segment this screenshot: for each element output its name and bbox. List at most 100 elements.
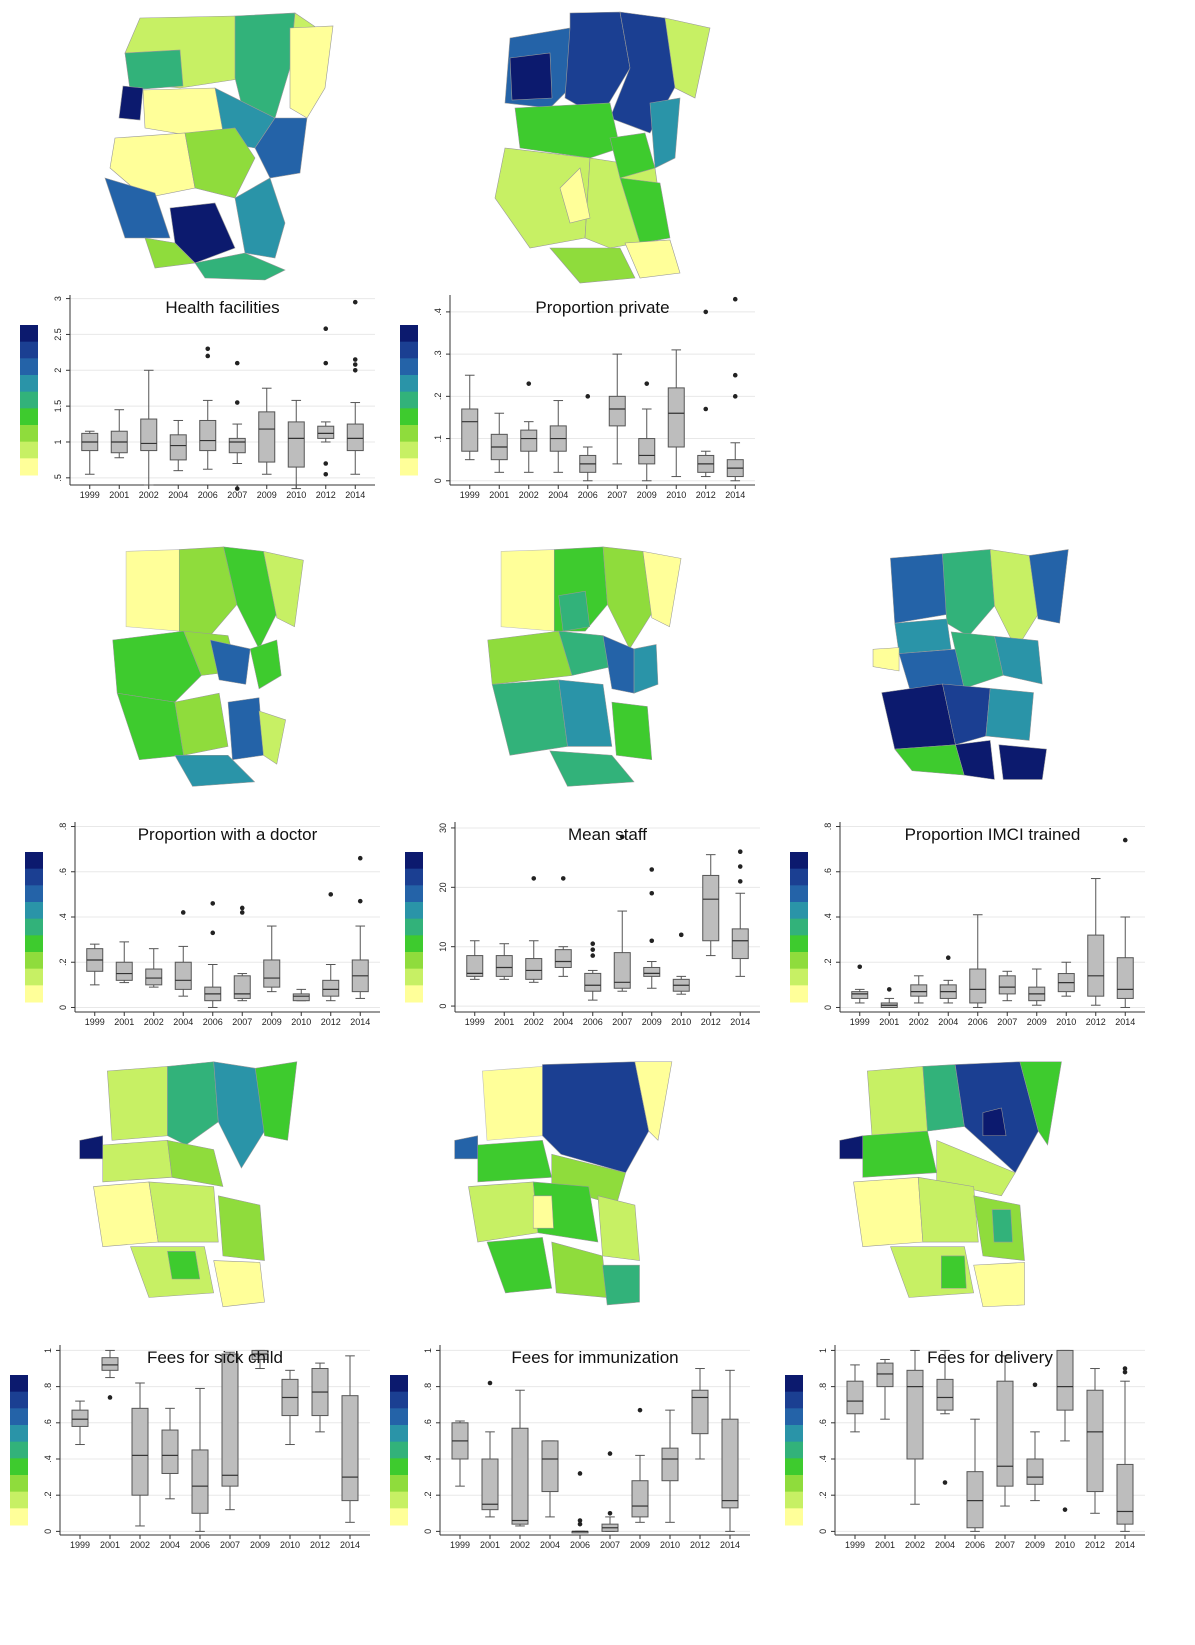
box-2001 <box>101 1349 119 1400</box>
x-tick-label: 2002 <box>909 1017 929 1027</box>
y-axis: 0 10 20 30 <box>438 822 456 1012</box>
iqr-box <box>191 1449 209 1514</box>
y-tick-label: .8 <box>58 823 68 831</box>
box-2004 <box>541 1440 559 1518</box>
outlier-point <box>737 849 743 854</box>
iqr-box <box>495 955 513 977</box>
color-legend <box>20 325 38 476</box>
box-2014 <box>1116 1366 1134 1532</box>
x-tick-label: 2001 <box>875 1540 895 1550</box>
x-tick-label: 1999 <box>450 1540 470 1550</box>
box-2006 <box>571 1471 589 1534</box>
x-tick-label: 2014 <box>345 490 365 500</box>
y-tick-label: .5 <box>53 474 63 482</box>
box-2012 <box>697 309 715 478</box>
x-tick-label: 2006 <box>965 1540 985 1550</box>
iqr-box <box>525 958 543 980</box>
iqr-box <box>1056 1349 1074 1411</box>
box-2014 <box>341 1355 359 1523</box>
legend-swatch <box>25 968 43 986</box>
chart-fees-delivery: 0 .2 .4 .6 .8 1 1999 2001 2002 2004 2006 2007 2009 20… <box>785 1345 1145 1550</box>
y-tick-label: 0 <box>438 1004 448 1009</box>
map-mean-staff <box>487 546 682 787</box>
outlier-point <box>857 964 863 970</box>
iqr-box <box>1087 934 1105 997</box>
x-tick-label: 2014 <box>340 1540 360 1550</box>
outlier-point <box>180 910 186 915</box>
outlier-point <box>234 360 240 366</box>
iqr-box <box>233 975 251 999</box>
x-tick-label: 2006 <box>570 1540 590 1550</box>
box-2012 <box>702 854 720 957</box>
box-2010 <box>672 932 690 995</box>
legend-swatch <box>25 935 43 953</box>
boxes <box>86 855 369 1008</box>
box-2002 <box>511 1389 529 1527</box>
regions-proportion-private <box>494 11 711 284</box>
legend-swatch <box>10 1408 28 1426</box>
x-tick-label: 2014 <box>725 490 745 500</box>
x-tick-label: 2012 <box>696 490 716 500</box>
box-2014 <box>1116 837 1134 1008</box>
chart-fees-immunization: 0 .2 .4 .6 .8 1 1999 2001 2002 2004 2006 2007 2009 20… <box>390 1345 750 1550</box>
outlier-point <box>239 905 245 911</box>
y-tick-label: 1 <box>53 439 63 444</box>
legend-swatch <box>10 1391 28 1409</box>
box-2007 <box>998 970 1016 1002</box>
box-2002 <box>131 1382 149 1527</box>
outlier-point <box>577 1471 583 1476</box>
outlier-point <box>649 938 655 944</box>
chart-mean-staff: 0 10 20 30 1999 2001 2002 2004 2006 2007 2009 2010 2… <box>405 822 760 1027</box>
box-2001 <box>490 412 508 473</box>
x-axis: 1999 2001 2002 2004 2006 2007 2009 2010 2012 2014 <box>70 484 375 500</box>
outlier-point <box>487 1380 493 1386</box>
x-tick-label: 2010 <box>280 1540 300 1550</box>
legend-swatch <box>10 1458 28 1476</box>
box-2007 <box>233 905 251 1002</box>
gridlines <box>70 298 375 479</box>
box-2006 <box>969 914 987 1008</box>
legend-swatch <box>400 408 418 426</box>
boxes <box>851 837 1134 1008</box>
outlier-point <box>607 1451 613 1456</box>
legend-swatch <box>400 358 418 376</box>
x-tick-label: 2007 <box>607 490 627 500</box>
color-legend <box>25 852 43 1003</box>
x-tick-label: 1999 <box>70 1540 90 1550</box>
legend-swatch <box>20 408 38 426</box>
outlier-point <box>352 299 358 305</box>
x-tick-label: 2009 <box>637 490 657 500</box>
box-2006 <box>966 1418 984 1532</box>
legend-swatch <box>400 341 418 359</box>
x-tick-label: 2012 <box>690 1540 710 1550</box>
iqr-box <box>481 1458 499 1511</box>
legend-swatch <box>790 852 808 870</box>
outlier-point <box>531 876 537 881</box>
legend-swatch <box>20 341 38 359</box>
x-tick-label: 2009 <box>250 1540 270 1550</box>
legend-swatch <box>25 985 43 1003</box>
legend-swatch <box>790 885 808 903</box>
box-2002 <box>906 1349 924 1505</box>
x-tick-label: 2002 <box>519 490 539 500</box>
outlier-point <box>703 406 709 412</box>
legend-swatch <box>390 1375 408 1393</box>
outlier-point <box>357 855 363 861</box>
iqr-box <box>221 1353 239 1487</box>
box-2006 <box>199 346 217 470</box>
outlier-point <box>352 362 358 367</box>
chart-imci-trained: 0 .2 .4 .6 .8 1999 2001 2002 2004 2006 2007 2009 201… <box>790 822 1145 1027</box>
y-tick-label: .2 <box>818 1491 828 1499</box>
iqr-box <box>322 979 340 997</box>
outlier-point <box>526 381 532 386</box>
outlier-point <box>239 910 245 915</box>
box-2007 <box>228 360 246 491</box>
legend-swatch <box>10 1491 28 1509</box>
x-tick-label: 2001 <box>879 1017 899 1027</box>
regions-fees-sick-child <box>79 1061 298 1308</box>
y-tick-label: .6 <box>43 1419 53 1427</box>
outlier-point <box>678 932 684 938</box>
box-2009 <box>638 381 656 482</box>
x-tick-label: 2009 <box>257 490 277 500</box>
x-tick-label: 2006 <box>968 1017 988 1027</box>
